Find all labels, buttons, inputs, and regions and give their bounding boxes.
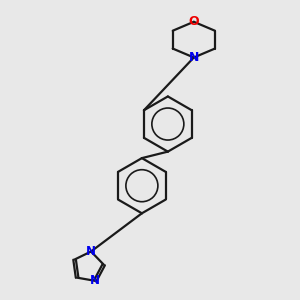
Text: N: N	[90, 274, 100, 287]
Text: N: N	[86, 245, 96, 258]
Text: O: O	[188, 15, 199, 28]
Text: N: N	[189, 51, 199, 64]
